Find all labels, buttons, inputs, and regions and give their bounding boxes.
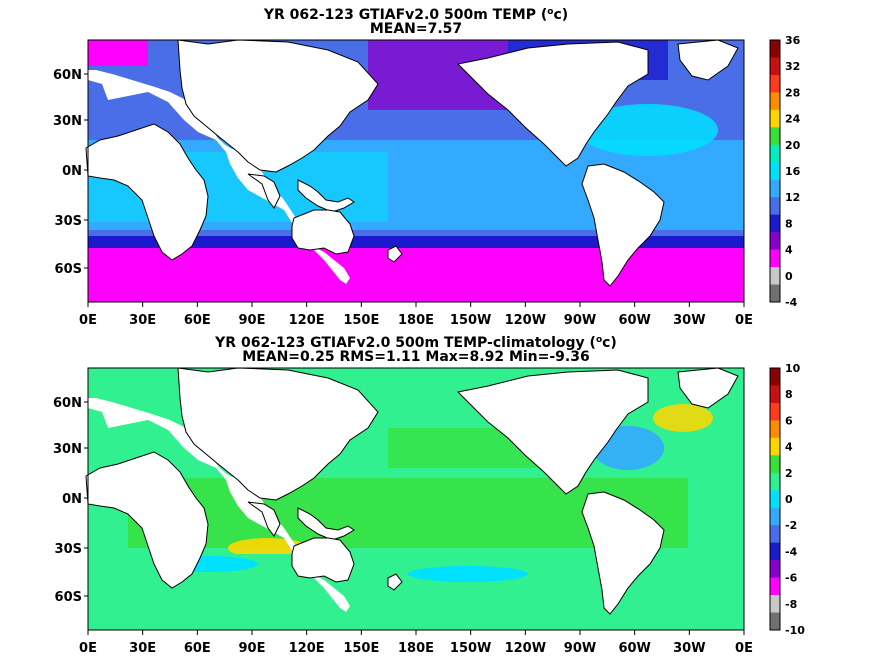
top-lat-label: 0N	[62, 164, 82, 179]
bottom-lon-label: 90E	[239, 641, 266, 656]
top-colorbar-swatch	[770, 214, 780, 233]
top-map-title: YR 062-123 GTIAFv2.0 500m TEMP (oc)	[263, 7, 569, 23]
bottom-map-stats: MEAN=0.25 RMS=1.11 Max=8.92 Min=-9.36	[242, 349, 590, 365]
top-colorbar-label: 4	[785, 244, 793, 257]
bottom-colorbar-swatch	[770, 455, 780, 474]
bottom-colorbar-label: -10	[785, 624, 805, 637]
top-lon-label: 90E	[239, 313, 266, 328]
bottom-lon-label: 30E	[129, 641, 156, 656]
bottom-colorbar-swatch	[770, 402, 780, 421]
top-colorbar-swatch	[770, 249, 780, 268]
top-lon-label: 30E	[129, 313, 156, 328]
top-colorbar-label: 8	[785, 217, 793, 230]
top-colorbar-swatch	[770, 92, 780, 111]
bottom-colorbar-frame	[769, 367, 781, 631]
bottom-colorbar-label: 2	[785, 467, 793, 480]
top-colorbar-swatch	[770, 162, 780, 181]
bottom-colorbar-label: -6	[785, 572, 798, 585]
bottom-lon-label: 0E	[735, 641, 753, 656]
top-colorbar-swatch	[770, 144, 780, 163]
top-lon-label: 0E	[735, 313, 753, 328]
bottom-colorbar-swatch	[770, 368, 780, 386]
top-colorbar-swatch	[770, 267, 780, 286]
top-colorbar-swatch	[770, 127, 780, 146]
top-colorbar-label: 12	[785, 191, 800, 204]
top-lon-label: 90W	[564, 313, 596, 328]
bottom-lon-label: 90W	[564, 641, 596, 656]
bottom-colorbar-label: 6	[785, 414, 793, 427]
top-lon-label: 120W	[505, 313, 546, 328]
bottom-lat-label: 30N	[53, 442, 82, 457]
top-lon-label: 150W	[450, 313, 491, 328]
top-colorbar-swatch	[770, 197, 780, 216]
bottom-colorbar-swatch	[770, 525, 780, 544]
top-lat-label: 30N	[53, 114, 82, 129]
bottom-lon-label: 180E	[398, 641, 434, 656]
top-map-southern-band	[88, 236, 744, 248]
top-colorbar-swatch	[770, 57, 780, 76]
bottom-colorbar-swatch	[770, 420, 780, 439]
top-colorbar-label: -4	[785, 296, 798, 309]
top-colorbar-swatch	[770, 232, 780, 251]
bottom-colorbar-swatch	[770, 577, 780, 596]
bottom-lat-label: 0N	[62, 492, 82, 507]
top-colorbar-swatch	[770, 74, 780, 93]
top-colorbar-label: 20	[785, 139, 801, 152]
bottom-lat-label: 60N	[53, 396, 82, 411]
bottom-colorbar-swatch	[770, 385, 780, 404]
top-lon-label: 150E	[343, 313, 379, 328]
top-colorbar-swatch	[770, 109, 780, 128]
top-lat-label: 60N	[53, 68, 82, 83]
bottom-lat-label: 30S	[55, 542, 82, 557]
top-colorbar-label: 16	[785, 165, 801, 178]
bottom-lon-label: 150E	[343, 641, 379, 656]
top-lon-label: 60W	[618, 313, 650, 328]
top-map-panel	[85, 39, 745, 303]
bottom-lon-label: 60E	[184, 641, 211, 656]
top-colorbar-swatch	[770, 179, 780, 198]
bottom-lon-label: 0E	[79, 641, 97, 656]
bottom-map-panel	[85, 367, 745, 631]
bottom-colorbar-swatch	[770, 490, 780, 509]
top-lat-label: 60S	[55, 262, 82, 277]
bottom-colorbar-label: 0	[785, 493, 793, 506]
top-lon-label: 180E	[398, 313, 434, 328]
bottom-lon-label: 30W	[673, 641, 705, 656]
top-lon-label: 30W	[673, 313, 705, 328]
top-colorbar-swatch	[770, 284, 780, 303]
bottom-colorbar-label: -8	[785, 598, 797, 611]
bottom-lon-label: 120W	[505, 641, 546, 656]
bottom-lon-label: 120E	[289, 641, 325, 656]
bottom-colorbar-label: 4	[785, 441, 793, 454]
bottom-lat-label: 60S	[55, 590, 82, 605]
bottom-map-title: YR 062-123 GTIAFv2.0 500m TEMP-climatolo…	[215, 335, 617, 351]
bottom-colorbar-swatch	[770, 560, 780, 579]
bottom-colorbar-label: 10	[785, 362, 801, 375]
bottom-lon-label: 60W	[618, 641, 650, 656]
bottom-colorbar-swatch	[770, 612, 780, 631]
top-lon-label: 60E	[184, 313, 211, 328]
bottom-colorbar-label: 8	[785, 388, 793, 401]
bottom-lon-label: 150W	[450, 641, 491, 656]
top-colorbar-label: 24	[785, 113, 801, 126]
top-lon-label: 120E	[289, 313, 325, 328]
top-colorbar-swatch	[770, 40, 780, 58]
top-lon-label: 0E	[79, 313, 97, 328]
top-colorbar-label: 32	[785, 60, 800, 73]
bottom-colorbar-label: -4	[785, 545, 798, 558]
top-map-stats: MEAN=7.57	[369, 21, 463, 37]
bottom-colorbar-swatch	[770, 507, 780, 526]
top-colorbar-label: 0	[785, 270, 793, 283]
bottom-colorbar-swatch	[770, 595, 780, 614]
top-colorbar-frame	[769, 39, 781, 303]
bottom-colorbar-label: -2	[785, 519, 797, 532]
top-lat-label: 30S	[55, 214, 82, 229]
bottom-colorbar-swatch	[770, 542, 780, 561]
top-colorbar-label: 28	[785, 86, 800, 99]
bottom-colorbar-swatch	[770, 472, 780, 491]
bottom-colorbar-swatch	[770, 437, 780, 456]
top-colorbar-label: 36	[785, 34, 801, 47]
